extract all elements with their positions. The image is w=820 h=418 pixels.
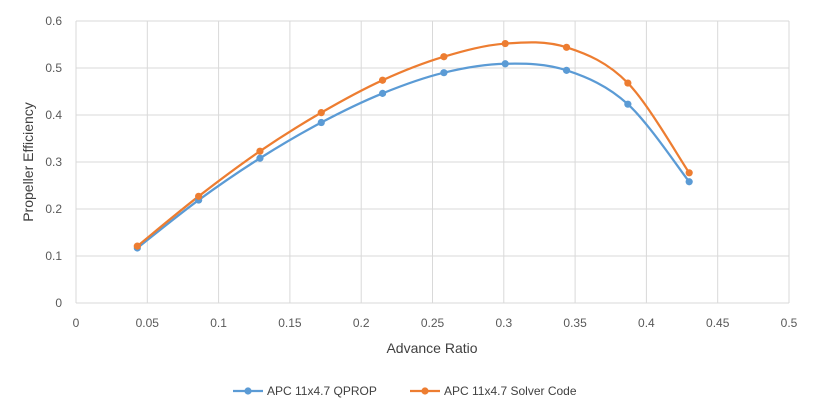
data-point-series-1: [685, 178, 693, 186]
x-tick-label: 0.05: [136, 316, 160, 330]
series-line-1: [136, 62, 691, 250]
legend-label: APC 11x4.7 Solver Code: [444, 384, 577, 398]
data-point-series-2: [256, 147, 264, 155]
data-point-series-1: [378, 89, 387, 97]
x-axis-title: Advance Ratio: [386, 340, 477, 356]
x-tick-label: 0.45: [706, 316, 730, 330]
series-markers: [133, 39, 693, 252]
data-point-series-2: [133, 242, 141, 250]
y-tick-label: 0: [55, 296, 62, 310]
x-tick-label: 0.4: [638, 316, 655, 330]
data-point-series-2: [501, 39, 509, 48]
data-point-series-2: [317, 109, 325, 117]
axes: 0 0.05 0.1 0.15 0.2 0.25 0.3 0.35 0.4 0.45 0.5 0 0.1…: [45, 14, 797, 330]
legend-item-2: APC 11x4.7 Solver Code: [410, 384, 577, 398]
series-lines: [136, 41, 691, 250]
data-point-series-2: [624, 79, 632, 87]
y-axis-title: Propeller Efficiency: [20, 102, 36, 222]
legend-marker-swatch: [244, 387, 252, 395]
data-point-series-2: [440, 53, 448, 61]
y-tick-label: 0.1: [45, 249, 62, 263]
data-point-series-1: [501, 60, 509, 68]
data-point-series-2: [195, 192, 203, 200]
x-tick-label: 0.5: [781, 316, 798, 330]
legend-marker-swatch: [421, 387, 429, 395]
legend: APC 11x4.7 QPROP APC 11x4.7 Solver Code: [233, 384, 577, 398]
x-tick-label: 0.15: [278, 316, 302, 330]
data-point-series-2: [685, 169, 693, 177]
x-tick-label: 0.35: [563, 316, 587, 330]
data-point-series-1: [256, 154, 264, 162]
y-tick-label: 0.5: [45, 61, 62, 75]
series-line-2: [136, 41, 691, 248]
data-point-series-1: [317, 118, 325, 127]
data-point-series-2: [378, 76, 387, 84]
y-tick-label: 0.3: [45, 155, 62, 169]
data-point-series-2: [562, 43, 571, 51]
x-tick-label: 0.3: [495, 316, 512, 330]
y-tick-label: 0.6: [45, 14, 62, 28]
legend-item-1: APC 11x4.7 QPROP: [233, 384, 377, 398]
legend-label: APC 11x4.7 QPROP: [267, 384, 377, 398]
x-tick-label: 0: [73, 316, 80, 330]
gridlines: [75, 20, 790, 304]
x-tick-label: 0.1: [210, 316, 227, 330]
data-point-series-1: [624, 100, 632, 108]
x-tick-label: 0.2: [353, 316, 370, 330]
x-tick-label: 0.25: [421, 316, 445, 330]
y-tick-label: 0.4: [45, 108, 62, 122]
y-tick-label: 0.2: [45, 202, 62, 216]
data-point-series-1: [440, 69, 448, 77]
data-point-series-1: [562, 66, 571, 74]
